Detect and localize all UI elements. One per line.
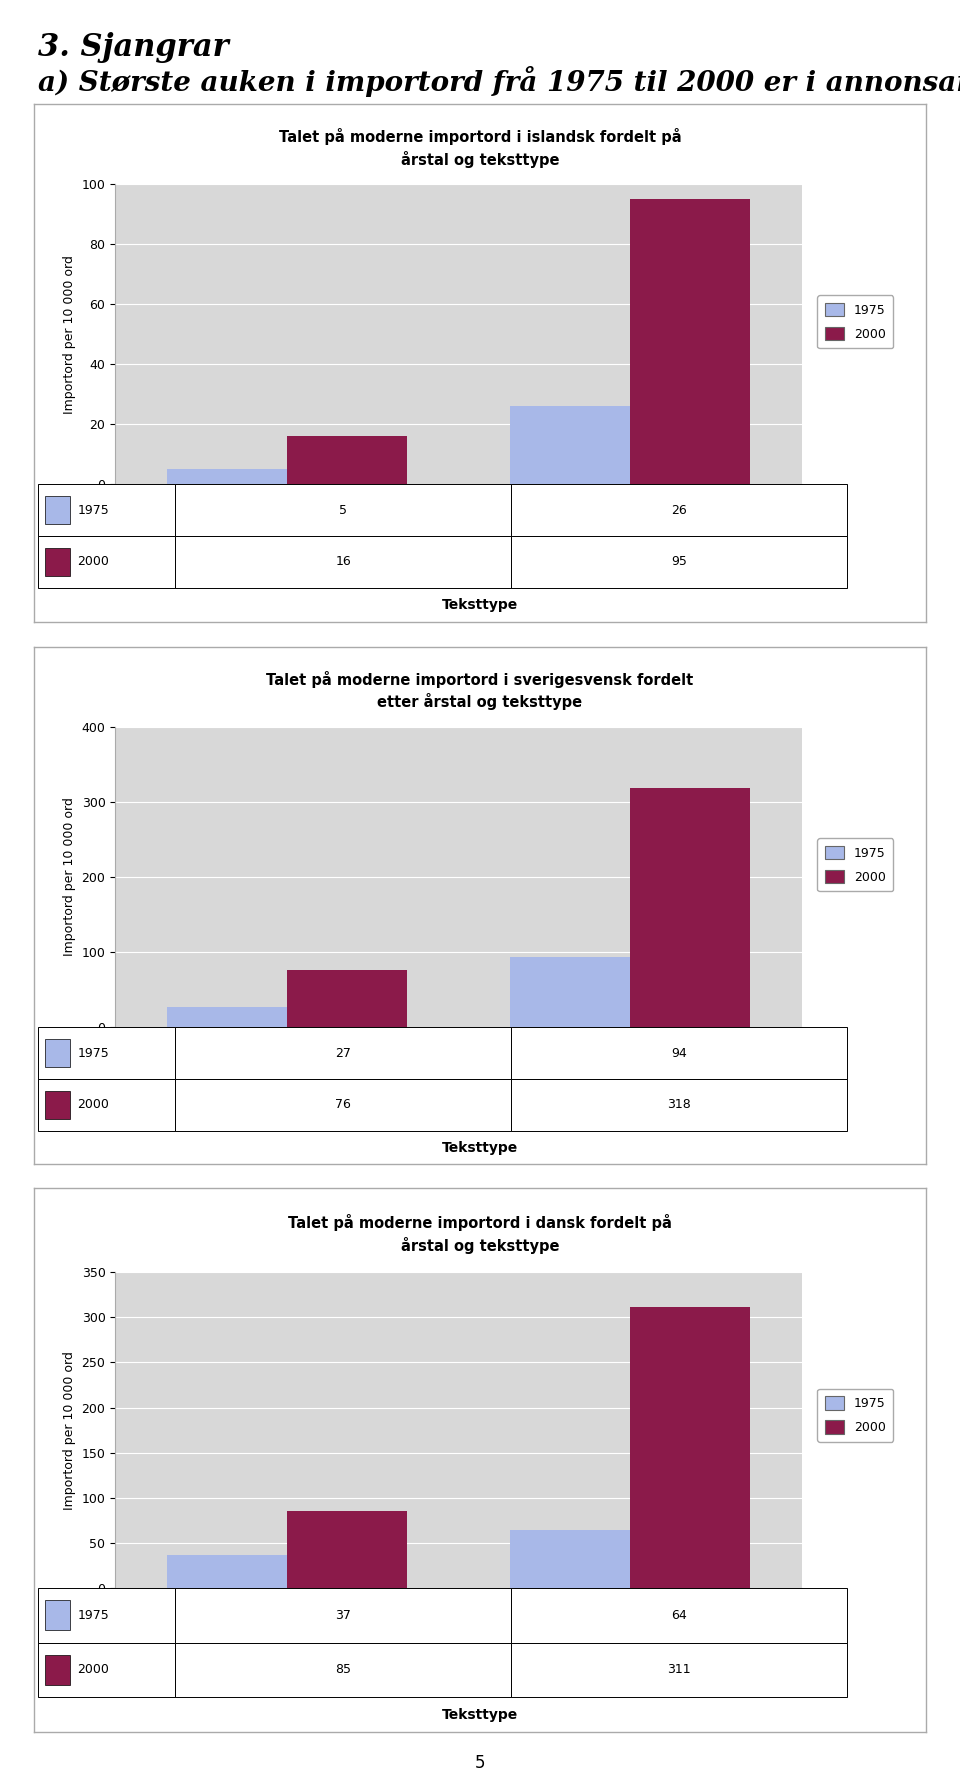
Y-axis label: Importord per 10 000 ord: Importord per 10 000 ord xyxy=(63,1350,76,1509)
Bar xyxy=(511,1643,847,1697)
Bar xyxy=(38,1588,176,1643)
Text: Talet på moderne importord i dansk fordelt på
årstal og teksttype: Talet på moderne importord i dansk forde… xyxy=(288,1214,672,1254)
Text: 1975: 1975 xyxy=(77,1047,109,1059)
Bar xyxy=(38,1027,176,1079)
Bar xyxy=(287,970,407,1027)
Bar xyxy=(176,1588,511,1643)
Text: 2000: 2000 xyxy=(77,1663,109,1677)
Bar xyxy=(38,484,176,536)
Text: 76: 76 xyxy=(335,1098,351,1111)
Bar xyxy=(510,405,630,484)
Bar xyxy=(45,1656,70,1684)
Text: Talet på moderne importord i islandsk fordelt på
årstal og teksttype: Talet på moderne importord i islandsk fo… xyxy=(278,129,682,168)
Text: 95: 95 xyxy=(671,555,686,568)
Text: a) Største auken i importord frå 1975 til 2000 er i annonsane: a) Største auken i importord frå 1975 ti… xyxy=(38,66,960,96)
Text: Teksttype: Teksttype xyxy=(442,598,518,611)
Y-axis label: Importord per 10 000 ord: Importord per 10 000 ord xyxy=(63,255,76,414)
Bar xyxy=(167,1554,287,1588)
Bar xyxy=(38,1079,176,1131)
Text: 5: 5 xyxy=(475,1754,485,1772)
Text: 2000: 2000 xyxy=(77,555,109,568)
Text: 1975: 1975 xyxy=(77,1609,109,1622)
Bar xyxy=(38,536,176,588)
Text: 2000: 2000 xyxy=(77,1098,109,1111)
Bar xyxy=(45,1039,70,1068)
Bar xyxy=(167,1007,287,1027)
Bar xyxy=(511,1027,847,1079)
Text: Teksttype: Teksttype xyxy=(442,1707,518,1722)
Bar xyxy=(511,536,847,588)
Bar xyxy=(38,1643,176,1697)
Text: 37: 37 xyxy=(335,1609,351,1622)
Bar xyxy=(511,1079,847,1131)
Text: 64: 64 xyxy=(671,1609,686,1622)
Bar xyxy=(45,497,70,525)
Bar xyxy=(176,1079,511,1131)
Bar xyxy=(45,1600,70,1631)
Bar xyxy=(176,484,511,536)
Bar xyxy=(45,1091,70,1120)
Bar xyxy=(176,536,511,588)
Text: 16: 16 xyxy=(335,555,351,568)
Text: 26: 26 xyxy=(671,504,686,516)
Bar xyxy=(45,548,70,577)
Legend: 1975, 2000: 1975, 2000 xyxy=(818,295,893,348)
Text: Teksttype: Teksttype xyxy=(442,1141,518,1154)
Bar xyxy=(511,1588,847,1643)
Text: 311: 311 xyxy=(667,1663,690,1677)
Bar xyxy=(167,470,287,484)
Bar xyxy=(176,1643,511,1697)
Text: 85: 85 xyxy=(335,1663,351,1677)
Bar xyxy=(511,484,847,536)
Bar xyxy=(287,436,407,484)
Bar xyxy=(510,957,630,1027)
Bar xyxy=(510,1531,630,1588)
Legend: 1975, 2000: 1975, 2000 xyxy=(818,1390,893,1441)
Bar xyxy=(630,198,750,484)
Y-axis label: Importord per 10 000 ord: Importord per 10 000 ord xyxy=(63,798,76,957)
Text: Talet på moderne importord i sverigesvensk fordelt
etter årstal og teksttype: Talet på moderne importord i sverigesven… xyxy=(266,672,694,711)
Bar xyxy=(630,1307,750,1588)
Text: 3. Sjangrar: 3. Sjangrar xyxy=(38,32,229,63)
Text: 1975: 1975 xyxy=(77,504,109,516)
Text: 5: 5 xyxy=(339,504,348,516)
Bar xyxy=(176,1027,511,1079)
Legend: 1975, 2000: 1975, 2000 xyxy=(818,838,893,891)
Bar xyxy=(630,788,750,1027)
Text: 318: 318 xyxy=(667,1098,690,1111)
Bar xyxy=(287,1511,407,1588)
Text: 94: 94 xyxy=(671,1047,686,1059)
Text: 27: 27 xyxy=(335,1047,351,1059)
